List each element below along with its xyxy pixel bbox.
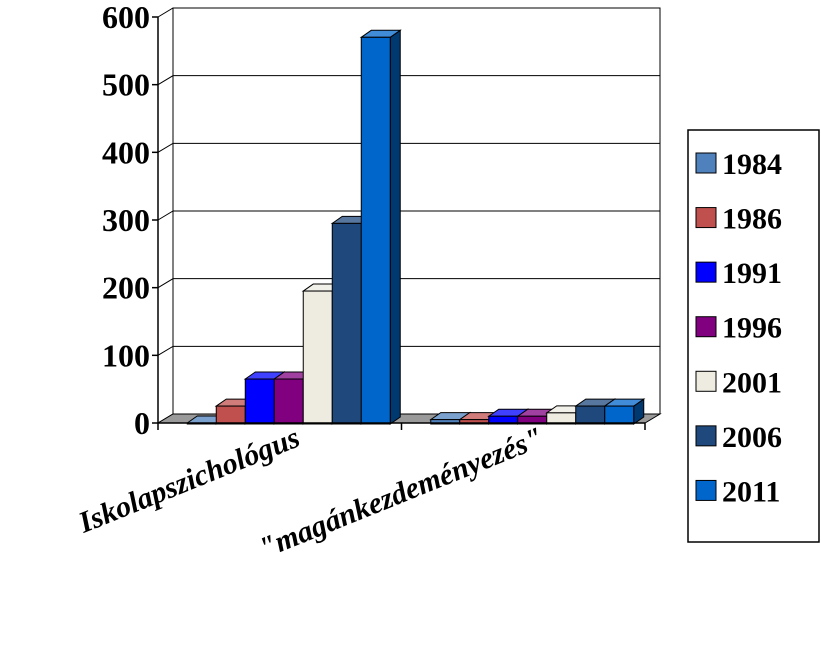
y-tick-label-300: 300 (102, 202, 150, 238)
gridline-200 (157, 278, 660, 289)
legend-label-1984: 1984 (722, 148, 782, 181)
back-wall (172, 7, 661, 414)
gridlines (157, 7, 660, 424)
legend-swatch-2006 (695, 425, 717, 447)
legend-swatch-1991 (695, 261, 717, 283)
legend-label-1986: 1986 (722, 203, 782, 236)
bars (185, 29, 646, 425)
y-tick-label-0: 0 (134, 405, 150, 441)
legend: 1984 1986 1991 1996 2001 2006 2011 (687, 129, 820, 543)
y-tick-label-600: 600 (102, 0, 150, 35)
legend-label-2006: 2006 (722, 421, 782, 454)
x-category-label-1: Iskolapszichológus (73, 421, 304, 540)
gridline-100 (157, 345, 660, 356)
legend-swatch-2011 (695, 479, 717, 501)
legend-swatch-2001 (695, 370, 717, 392)
y-tick-label-100: 100 (102, 337, 150, 373)
y-tick-label-400: 400 (102, 134, 150, 170)
plot-area-frame (156, 7, 662, 424)
x-axis: Iskolapszichológus"magánkezdeményezés" (73, 421, 646, 565)
y-tick-label-200: 200 (102, 270, 150, 306)
gridline-400 (157, 142, 660, 153)
y-tick-label-500: 500 (102, 67, 150, 103)
legend-label-2011: 2011 (722, 475, 780, 508)
legend-label-1991: 1991 (722, 257, 782, 290)
bar-2011-1 (359, 29, 402, 425)
legend-label-1996: 1996 (722, 312, 782, 345)
legend-swatch-1986 (695, 207, 717, 229)
y-axis: 0 100 200 300 400 500 600 (102, 0, 159, 441)
gridline-500 (157, 75, 660, 86)
legend-swatch-1984 (695, 152, 717, 174)
bar-2011-2 (603, 398, 646, 425)
legend-swatch-1996 (695, 316, 717, 338)
gridline-300 (157, 210, 660, 221)
legend-label-2001: 2001 (722, 366, 782, 399)
gridline-600 (157, 7, 660, 18)
